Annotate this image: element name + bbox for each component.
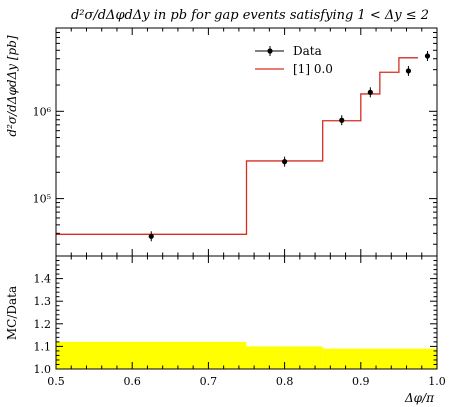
ratio-band-bin <box>56 341 247 369</box>
y-tick-label-main: 10⁵ <box>33 193 51 206</box>
chart-title: d²σ/dΔφdΔy in pb for gap events satisfyi… <box>71 8 429 23</box>
mc-step-line <box>56 57 418 235</box>
y-tick-label-ratio: 1.2 <box>34 318 52 331</box>
y-tick-label-ratio: 1.1 <box>34 340 52 353</box>
ratio-plot-frame <box>55 255 438 370</box>
y-axis-label-main: d²σ/dΔφdΔy [pb] <box>5 35 19 136</box>
x-tick-label: 1.0 <box>428 375 446 388</box>
x-tick-label: 0.6 <box>123 375 141 388</box>
data-point <box>282 159 288 165</box>
data-point <box>405 68 412 74</box>
legend-data-label: Data <box>293 44 322 58</box>
x-tick-label: 0.8 <box>276 375 294 388</box>
data-point <box>339 117 345 123</box>
legend-data-marker <box>267 48 273 54</box>
ratio-band-bin <box>322 348 437 369</box>
data-point <box>424 53 431 59</box>
y-tick-label-main: 10⁶ <box>33 105 52 118</box>
data-point <box>367 89 373 95</box>
data-point <box>148 233 154 239</box>
y-tick-label-ratio: 1.3 <box>34 295 52 308</box>
y-axis-label-ratio: MC/Data <box>5 286 19 340</box>
x-axis-label: Δφ/π <box>404 391 435 405</box>
x-tick-label: 0.5 <box>47 375 65 388</box>
legend-mc-label: [1] 0.0 <box>293 62 333 76</box>
y-tick-label-ratio: 1.4 <box>34 273 52 286</box>
x-tick-label: 0.7 <box>200 375 218 388</box>
x-tick-label: 0.9 <box>352 375 370 388</box>
ratio-band-bin <box>246 346 323 369</box>
y-tick-label-ratio: 1.0 <box>34 363 52 376</box>
